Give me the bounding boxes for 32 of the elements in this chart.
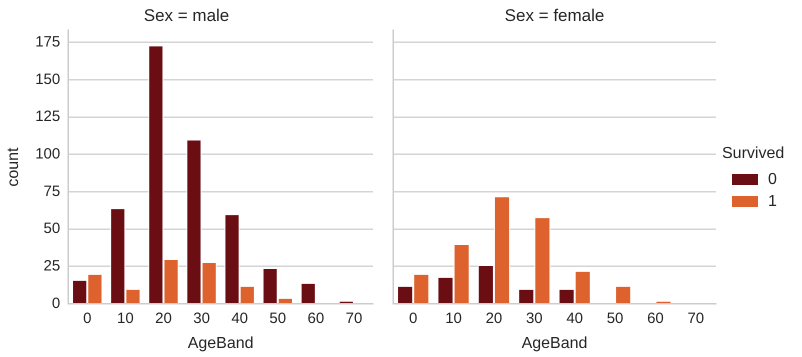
y-axis-title: count	[5, 146, 22, 187]
y-tick-label: 75	[44, 182, 60, 200]
y-tick-label: 175	[35, 33, 60, 50]
x-tick-label: 20	[486, 310, 502, 327]
x-tick-label: 0	[409, 310, 418, 327]
x-tick-label: 10	[117, 310, 134, 327]
legend-title: Survived	[722, 144, 784, 162]
x-tick-label: 20	[155, 310, 172, 327]
x-tick-label: 50	[606, 310, 624, 327]
x-tick-label: 40	[231, 310, 248, 327]
x-tick-label: 70	[346, 310, 362, 327]
y-tick-label: 50	[44, 220, 60, 238]
x-tick-label: 50	[269, 310, 286, 327]
x-tick-label: 60	[647, 310, 664, 327]
x-tick-label: 10	[445, 310, 462, 327]
y-tick-label: 100	[35, 146, 60, 163]
x-tick-label: 30	[193, 310, 210, 327]
x-tick-label: 60	[308, 310, 324, 327]
x-tick-label: 0	[83, 310, 92, 327]
x-axis-title: AgeBand	[522, 334, 588, 352]
legend-label: 1	[768, 192, 777, 210]
x-tick-label: 30	[526, 310, 543, 327]
y-tick-label: 150	[35, 70, 60, 88]
y-tick-label: 0	[52, 294, 60, 312]
x-tick-label: 40	[566, 310, 584, 327]
y-tick-label: 25	[44, 258, 60, 275]
chart-title: Sex = male	[144, 6, 230, 25]
x-tick-label: 70	[687, 310, 704, 327]
chart-title: Sex = female	[504, 6, 604, 25]
x-axis-title: AgeBand	[188, 334, 254, 352]
legend-label: 0	[768, 170, 777, 188]
y-tick-label: 125	[35, 108, 60, 126]
